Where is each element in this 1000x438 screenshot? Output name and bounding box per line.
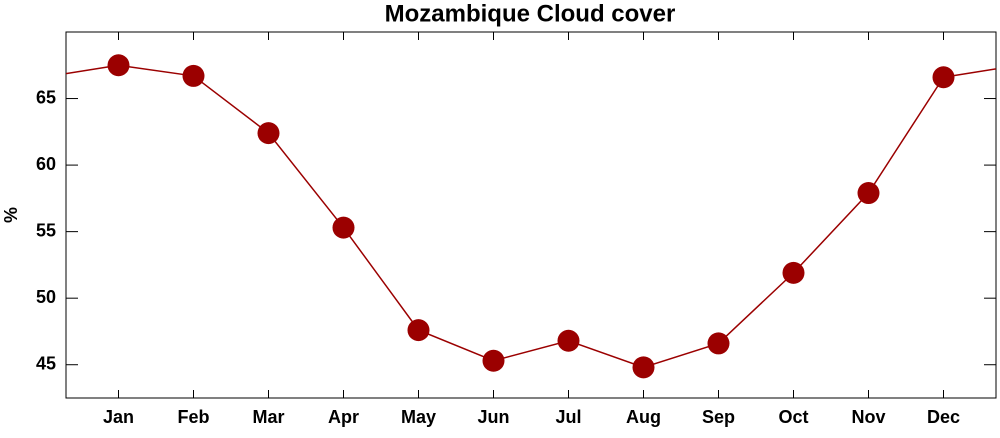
marker <box>258 122 280 144</box>
marker <box>558 330 580 352</box>
y-tick-label: 60 <box>36 154 56 174</box>
x-tick-label: Aug <box>626 407 661 427</box>
marker <box>183 65 205 87</box>
marker <box>483 350 505 372</box>
marker <box>783 262 805 284</box>
marker <box>708 332 730 354</box>
x-tick-label: Sep <box>702 407 735 427</box>
y-tick-label: 65 <box>36 87 56 107</box>
marker <box>408 319 430 341</box>
x-tick-label: Oct <box>778 407 808 427</box>
marker <box>858 182 880 204</box>
y-axis-label: % <box>1 207 21 223</box>
x-tick-label: Dec <box>927 407 960 427</box>
x-tick-label: Jun <box>477 407 509 427</box>
x-tick-label: May <box>401 407 436 427</box>
marker <box>633 356 655 378</box>
plot-frame <box>66 32 996 398</box>
series-line <box>119 65 944 367</box>
x-tick-label: Jul <box>555 407 581 427</box>
y-tick-label: 45 <box>36 353 56 373</box>
y-tick-label: 50 <box>36 287 56 307</box>
marker <box>933 66 955 88</box>
x-tick-label: Jan <box>103 407 134 427</box>
marker <box>333 217 355 239</box>
chart-title: Mozambique Cloud cover <box>385 0 676 27</box>
x-tick-label: Feb <box>177 407 209 427</box>
x-tick-label: Mar <box>252 407 284 427</box>
x-tick-label: Apr <box>328 407 359 427</box>
marker <box>108 54 130 76</box>
y-tick-label: 55 <box>36 220 56 240</box>
x-tick-label: Nov <box>851 407 885 427</box>
